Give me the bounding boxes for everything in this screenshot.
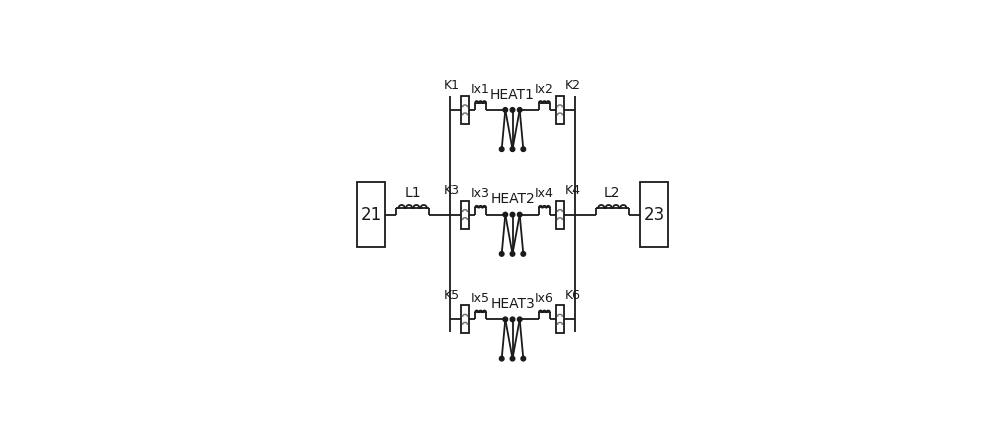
Text: Ix2: Ix2 xyxy=(535,82,554,96)
Circle shape xyxy=(521,356,526,361)
Circle shape xyxy=(521,147,526,151)
Text: K2: K2 xyxy=(565,79,581,92)
Bar xyxy=(640,182,668,247)
Circle shape xyxy=(510,252,515,256)
Text: L1: L1 xyxy=(404,186,421,200)
Text: Ix4: Ix4 xyxy=(535,187,554,200)
Circle shape xyxy=(503,212,508,217)
Circle shape xyxy=(521,252,526,256)
Bar xyxy=(357,182,385,247)
Text: Ix5: Ix5 xyxy=(471,292,490,305)
Text: HEAT1: HEAT1 xyxy=(490,88,535,102)
Circle shape xyxy=(503,108,508,112)
Text: HEAT2: HEAT2 xyxy=(490,193,535,207)
Circle shape xyxy=(499,252,504,256)
Circle shape xyxy=(510,212,515,217)
Circle shape xyxy=(510,356,515,361)
Text: K1: K1 xyxy=(444,79,460,92)
Bar xyxy=(556,96,564,124)
Text: Ix6: Ix6 xyxy=(535,292,554,305)
Circle shape xyxy=(499,147,504,151)
Bar xyxy=(556,201,564,229)
Bar xyxy=(461,306,469,333)
Circle shape xyxy=(499,356,504,361)
Text: 23: 23 xyxy=(643,206,665,224)
Text: 21: 21 xyxy=(360,206,382,224)
Text: Ix1: Ix1 xyxy=(471,82,490,96)
Circle shape xyxy=(517,108,522,112)
Text: L2: L2 xyxy=(604,186,621,200)
Text: K6: K6 xyxy=(565,289,581,301)
Bar xyxy=(461,201,469,229)
Circle shape xyxy=(510,317,515,322)
Text: Ix3: Ix3 xyxy=(471,187,490,200)
Text: K5: K5 xyxy=(444,289,460,301)
Text: K4: K4 xyxy=(565,184,581,197)
Bar xyxy=(556,306,564,333)
Circle shape xyxy=(503,317,508,322)
Text: HEAT3: HEAT3 xyxy=(490,297,535,311)
Text: K3: K3 xyxy=(444,184,460,197)
Circle shape xyxy=(510,147,515,151)
Circle shape xyxy=(517,317,522,322)
Circle shape xyxy=(510,108,515,112)
Circle shape xyxy=(517,212,522,217)
Bar xyxy=(461,96,469,124)
